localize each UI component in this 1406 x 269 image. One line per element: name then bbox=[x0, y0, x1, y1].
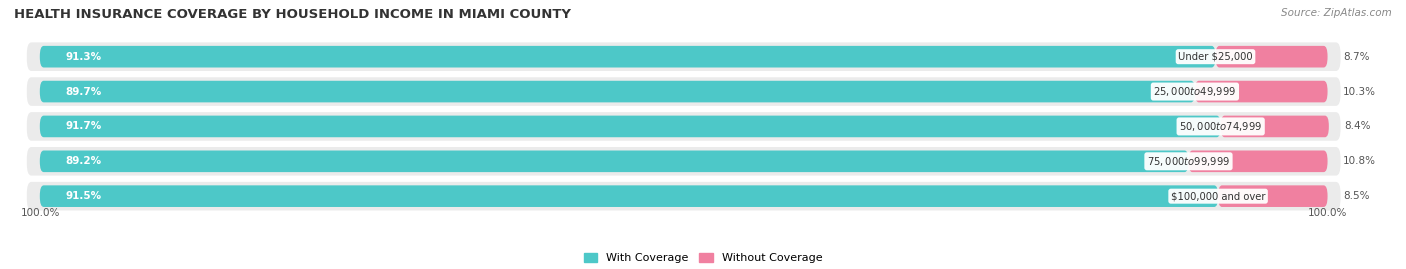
Text: 10.3%: 10.3% bbox=[1343, 87, 1376, 97]
Text: Under $25,000: Under $25,000 bbox=[1178, 52, 1253, 62]
FancyBboxPatch shape bbox=[1216, 46, 1327, 68]
Text: 89.2%: 89.2% bbox=[66, 156, 101, 166]
Text: 100.0%: 100.0% bbox=[1308, 208, 1347, 218]
Text: $25,000 to $49,999: $25,000 to $49,999 bbox=[1153, 85, 1236, 98]
FancyBboxPatch shape bbox=[1220, 116, 1329, 137]
FancyBboxPatch shape bbox=[1195, 81, 1327, 102]
FancyBboxPatch shape bbox=[1188, 150, 1327, 172]
FancyBboxPatch shape bbox=[39, 150, 1188, 172]
FancyBboxPatch shape bbox=[27, 147, 1340, 176]
Legend: With Coverage, Without Coverage: With Coverage, Without Coverage bbox=[579, 248, 827, 268]
FancyBboxPatch shape bbox=[27, 77, 1340, 106]
Text: 100.0%: 100.0% bbox=[21, 208, 60, 218]
Text: 91.3%: 91.3% bbox=[66, 52, 101, 62]
Text: 8.5%: 8.5% bbox=[1343, 191, 1369, 201]
Text: 8.7%: 8.7% bbox=[1343, 52, 1369, 62]
FancyBboxPatch shape bbox=[27, 43, 1340, 71]
FancyBboxPatch shape bbox=[39, 116, 1220, 137]
FancyBboxPatch shape bbox=[1218, 185, 1327, 207]
FancyBboxPatch shape bbox=[39, 81, 1195, 102]
Text: 8.4%: 8.4% bbox=[1344, 121, 1371, 132]
Text: Source: ZipAtlas.com: Source: ZipAtlas.com bbox=[1281, 8, 1392, 18]
Text: $100,000 and over: $100,000 and over bbox=[1171, 191, 1265, 201]
FancyBboxPatch shape bbox=[27, 182, 1340, 210]
Text: 91.5%: 91.5% bbox=[66, 191, 101, 201]
Text: $75,000 to $99,999: $75,000 to $99,999 bbox=[1147, 155, 1230, 168]
Text: 10.8%: 10.8% bbox=[1343, 156, 1376, 166]
FancyBboxPatch shape bbox=[27, 112, 1340, 141]
Text: HEALTH INSURANCE COVERAGE BY HOUSEHOLD INCOME IN MIAMI COUNTY: HEALTH INSURANCE COVERAGE BY HOUSEHOLD I… bbox=[14, 8, 571, 21]
Text: $50,000 to $74,999: $50,000 to $74,999 bbox=[1180, 120, 1263, 133]
FancyBboxPatch shape bbox=[39, 185, 1218, 207]
Text: 91.7%: 91.7% bbox=[66, 121, 101, 132]
Text: 89.7%: 89.7% bbox=[66, 87, 101, 97]
FancyBboxPatch shape bbox=[39, 46, 1216, 68]
